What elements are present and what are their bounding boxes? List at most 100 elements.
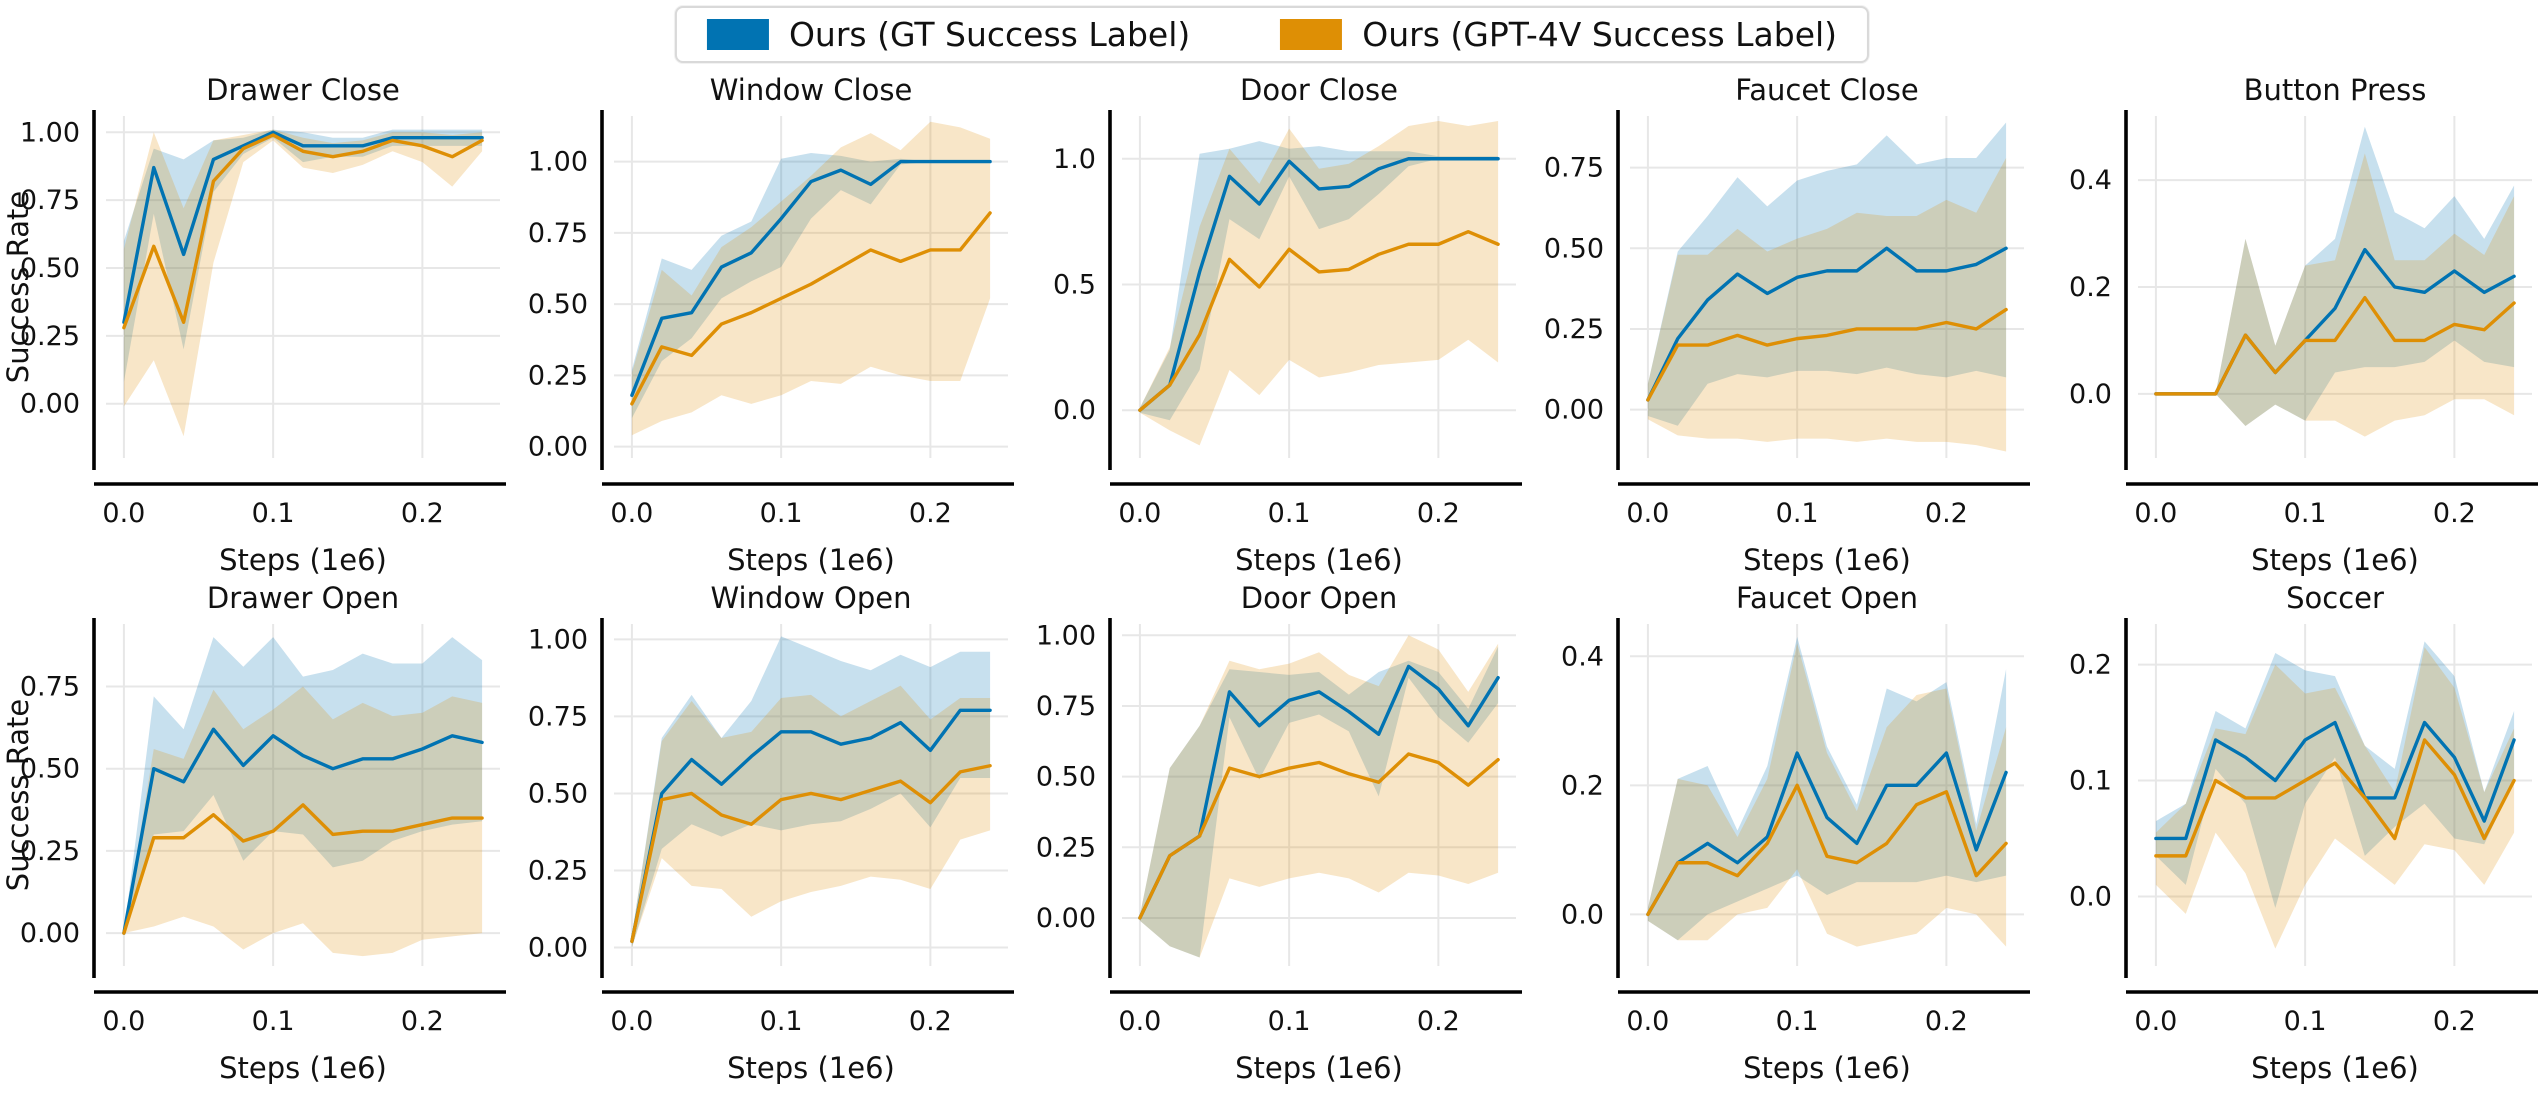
subplot-window-open: 0.00 0.25 0.50 0.75 1.00 0.0 0.1 0.2 Window Open… — [528, 581, 1014, 1085]
x-tick-label: 0.0 — [102, 498, 145, 529]
y-tick-label: 0.00 — [20, 918, 80, 949]
gpt4v-mean-line — [1138, 229, 1500, 412]
subplot-faucet-open: 0.0 0.2 0.4 0.0 0.1 0.2 Faucet Open Steps (1e6) — [1561, 581, 2030, 1085]
y-tick-label: 1.0 — [1053, 144, 1096, 175]
subplot-title: Window Close — [710, 73, 913, 107]
x-tick-label: 0.2 — [1417, 498, 1460, 529]
x-tick-label: 0.1 — [2284, 498, 2327, 529]
y-tick-label: 0.75 — [1544, 153, 1604, 184]
gt-mean-line — [630, 708, 992, 944]
subplot-soccer: 0.0 0.1 0.2 0.0 0.1 0.2 Soccer Steps (1e6) — [2069, 581, 2538, 1085]
gt-band — [631, 153, 991, 419]
x-axis-label: Steps (1e6) — [2251, 543, 2419, 577]
y-tick-label: 0.5 — [1053, 269, 1096, 300]
y-axis-label: Success Rate — [2, 191, 35, 383]
y-tick-label: 0.25 — [528, 360, 588, 391]
gpt4v-band — [1139, 121, 1499, 446]
gpt4v-band — [123, 129, 483, 437]
x-tick-label: 0.1 — [1776, 498, 1819, 529]
gpt4v-mean-line — [630, 211, 992, 406]
y-tick-label: 0.00 — [1544, 395, 1604, 426]
y-tick-label: 0.75 — [1036, 691, 1096, 722]
x-tick-label: 0.0 — [610, 498, 653, 529]
y-tick-label: 0.0 — [2069, 379, 2112, 410]
x-axis-label: Steps (1e6) — [1743, 1051, 1911, 1085]
subplot-faucet-close: 0.00 0.25 0.50 0.75 0.0 0.1 0.2 Faucet Close Ste… — [1544, 73, 2030, 577]
legend: Ours (GT Success Label) Ours (GPT-4V Suc… — [674, 6, 1870, 63]
y-tick-label: 0.75 — [20, 185, 80, 216]
gpt4v-band — [1647, 643, 2007, 947]
x-tick-label: 0.2 — [401, 498, 444, 529]
y-tick-label: 0.2 — [2069, 272, 2112, 303]
gt-band — [123, 129, 483, 382]
x-axis-label: Steps (1e6) — [219, 543, 387, 577]
gpt4v-band — [123, 686, 483, 957]
gt-band — [1139, 646, 1499, 958]
x-tick-label: 0.2 — [909, 498, 952, 529]
y-tick-label: 0.50 — [20, 754, 80, 785]
x-axis-label: Steps (1e6) — [1235, 543, 1403, 577]
gpt4v-mean-line — [1646, 307, 2008, 402]
gt-mean-line — [630, 159, 992, 397]
subplot-title: Window Open — [710, 581, 911, 615]
y-tick-label: 0.4 — [1561, 641, 1604, 672]
y-tick-label: 0.25 — [528, 855, 588, 886]
gpt4v-band — [1647, 157, 2007, 452]
y-tick-label: 0.25 — [20, 321, 80, 352]
x-tick-label: 0.0 — [1118, 498, 1161, 529]
gt-mean-line — [1646, 246, 2008, 402]
legend-swatch-gt-icon — [706, 19, 769, 50]
x-axis-label: Steps (1e6) — [1743, 543, 1911, 577]
subplot-title: Drawer Close — [206, 73, 400, 107]
gt-mean-line — [1138, 157, 1500, 412]
x-tick-label: 0.1 — [1268, 1006, 1311, 1037]
y-tick-label: 0.50 — [528, 289, 588, 320]
x-axis-label: Steps (1e6) — [727, 1051, 895, 1085]
y-tick-label: 0.4 — [2069, 165, 2112, 196]
y-tick-label: 0.25 — [20, 836, 80, 867]
y-tick-label: 0.75 — [528, 218, 588, 249]
y-tick-label: 0.0 — [1053, 395, 1096, 426]
x-tick-label: 0.1 — [760, 498, 803, 529]
subplot-title: Soccer — [2286, 581, 2384, 615]
y-tick-label: 0.25 — [1036, 832, 1096, 863]
y-tick-label: 0.75 — [20, 671, 80, 702]
x-tick-label: 0.0 — [610, 1006, 653, 1037]
gpt4v-mean-line — [122, 803, 484, 935]
gt-band — [2155, 641, 2515, 909]
gpt4v-mean-line — [122, 133, 484, 330]
y-tick-label: 0.0 — [2069, 881, 2112, 912]
x-tick-label: 0.0 — [1118, 1006, 1161, 1037]
x-tick-label: 0.1 — [760, 1006, 803, 1037]
gpt4v-mean-line — [2154, 295, 2516, 396]
x-tick-label: 0.1 — [1268, 498, 1311, 529]
x-tick-label: 0.2 — [909, 1006, 952, 1037]
x-axis-label: Steps (1e6) — [219, 1051, 387, 1085]
legend-label-gpt4v: Ours (GPT-4V Success Label) — [1362, 15, 1838, 54]
y-tick-label: 1.00 — [528, 624, 588, 655]
x-tick-label: 0.1 — [1776, 1006, 1819, 1037]
plots-grid: 0.00 0.25 0.50 0.75 1.00 0.0 0.1 0.2 Drawer Clos… — [2, 72, 2542, 1088]
gt-mean-line — [1646, 751, 2008, 917]
gt-mean-line — [2154, 720, 2516, 841]
y-tick-label: 1.00 — [528, 147, 588, 178]
y-tick-label: 1.00 — [20, 117, 80, 148]
subplot-drawer-open: 0.00 0.25 0.50 0.75 0.0 0.1 0.2 Drawer Open Step… — [2, 581, 506, 1085]
gt-band — [2155, 126, 2515, 426]
x-tick-label: 0.2 — [401, 1006, 444, 1037]
gpt4v-band — [631, 685, 991, 948]
x-tick-label: 0.0 — [1626, 498, 1669, 529]
y-tick-label: 0.2 — [1561, 770, 1604, 801]
y-tick-label: 0.50 — [528, 778, 588, 809]
x-tick-label: 0.0 — [1626, 1006, 1669, 1037]
subplot-title: Door Close — [1240, 73, 1398, 107]
subplot-button-press: 0.0 0.2 0.4 0.0 0.1 0.2 Button Press Steps (1e6… — [2069, 73, 2538, 577]
gt-mean-line — [122, 130, 484, 324]
x-tick-label: 0.0 — [2134, 1006, 2177, 1037]
y-tick-label: 0.25 — [1544, 314, 1604, 345]
gpt4v-mean-line — [630, 764, 992, 944]
subplot-window-close: 0.00 0.25 0.50 0.75 1.00 0.0 0.1 0.2 Window Clos… — [528, 73, 1014, 577]
x-axis-label: Steps (1e6) — [727, 543, 895, 577]
y-tick-label: 0.50 — [1036, 762, 1096, 793]
